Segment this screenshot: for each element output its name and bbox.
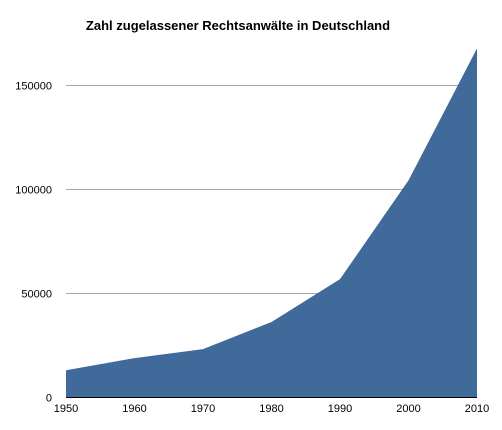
y-tick-label: 150000 xyxy=(15,81,52,93)
chart-title: Zahl zugelassener Rechtsanwälte in Deuts… xyxy=(86,18,390,33)
y-tick-label: 100000 xyxy=(15,185,52,197)
x-tick-label: 1990 xyxy=(328,403,352,415)
x-tick-label: 1980 xyxy=(259,403,283,415)
x-tick-label: 1960 xyxy=(122,403,146,415)
x-tick-label: 1970 xyxy=(191,403,215,415)
x-tick-label: 1950 xyxy=(54,403,78,415)
y-tick-label: 0 xyxy=(46,393,52,405)
x-tick-label: 2000 xyxy=(396,403,420,415)
x-tick-label: 2010 xyxy=(465,403,489,415)
y-tick-label: 50000 xyxy=(21,289,52,301)
data-area xyxy=(66,48,477,398)
